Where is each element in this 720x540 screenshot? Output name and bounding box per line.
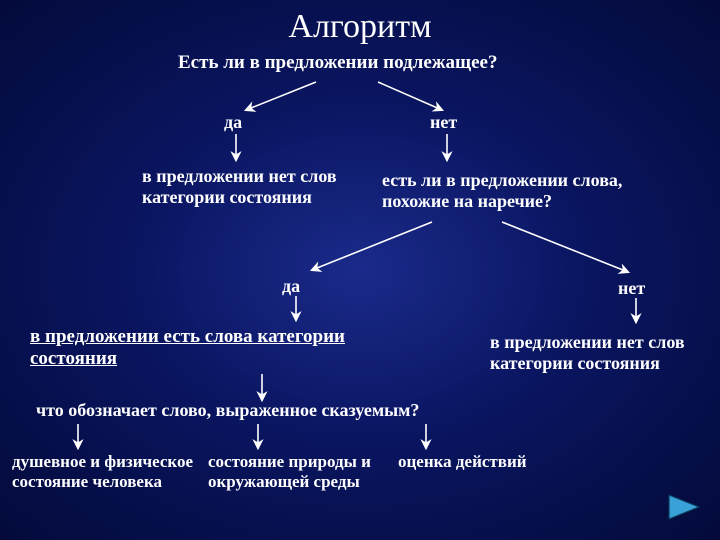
branch-yes-1: да: [224, 112, 242, 133]
branch-no-2: нет: [618, 278, 645, 299]
answer-nature: состояние природы и окружающей среды: [208, 452, 398, 491]
page-title: Алгоритм: [0, 8, 720, 46]
leaf-no-state-words-1: в предложении нет слов категории состоян…: [142, 166, 342, 207]
play-forward-icon: [666, 492, 702, 522]
question-meaning: что обозначает слово, выраженное сказуем…: [36, 400, 476, 421]
answer-evaluation: оценка действий: [398, 452, 558, 472]
question-subject: Есть ли в предложении подлежащее?: [178, 52, 578, 74]
branch-yes-2: да: [282, 276, 300, 297]
next-slide-button[interactable]: [666, 492, 702, 522]
branch-no-1: нет: [430, 112, 457, 133]
question-adverb: есть ли в предложении слова, похожие на …: [382, 170, 662, 211]
leaf-no-state-words-2: в предложении нет слов категории состоян…: [490, 332, 710, 373]
leaf-has-state-words: в предложении есть слова категории состо…: [30, 326, 430, 370]
answer-mental-physical: душевное и физическое состояние человека: [12, 452, 212, 491]
